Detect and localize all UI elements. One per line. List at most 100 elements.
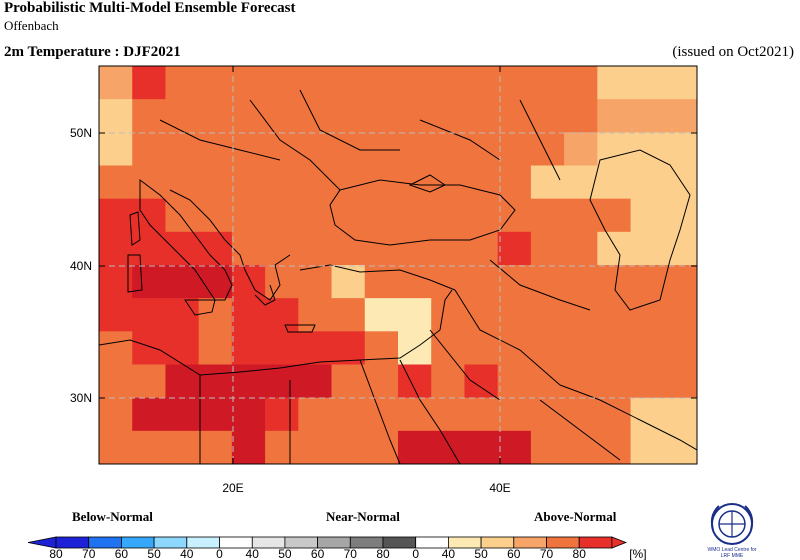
probability-cell [564,99,598,133]
legend-tick-near: 80 [376,547,390,560]
lat-label-30n: 30N [70,391,92,405]
probability-cell [530,265,565,299]
probability-cell [364,132,399,166]
probability-cell [99,132,133,166]
probability-cell [663,331,697,365]
probability-cell [331,66,366,100]
probability-cell [530,198,565,233]
probability-cell [364,397,399,432]
probability-cell [198,99,233,133]
probability-cell [298,132,333,166]
probability-cell [231,331,266,365]
probability-cell [298,298,333,332]
probability-cell [464,231,499,266]
axis-ticks [99,66,697,464]
probability-cell [663,298,697,332]
probability-cell [265,331,299,365]
probability-cell [398,397,432,432]
probability-cells [99,66,697,464]
probability-cell [398,364,432,399]
probability-cell [198,165,233,200]
probability-cell [231,66,266,100]
probability-cell [198,331,233,365]
probability-cell [431,331,465,365]
probability-cell [99,430,133,464]
probability-cell [630,298,665,332]
lon-label-20e: 20E [222,481,243,495]
probability-cell [132,99,166,133]
probability-cell [99,265,133,299]
probability-cell [364,66,399,100]
probability-cell [298,99,333,133]
probability-cell [398,231,432,266]
probability-cell [364,364,399,399]
probability-cell [497,397,532,432]
lat-label-50n: 50N [70,126,92,140]
probability-cell [431,364,465,399]
probability-cell [431,132,465,166]
probability-cell [497,198,532,233]
probability-cell [497,165,532,200]
probability-cell [564,231,598,266]
probability-cell [597,198,632,233]
probability-cell [663,231,697,266]
probability-cell [597,265,632,299]
legend-above-normal: Above-Normal [534,509,617,524]
probability-cell [398,198,432,233]
probability-cell [99,331,133,365]
legend-below-normal: Below-Normal [72,509,153,524]
probability-cell [331,132,366,166]
probability-cell [165,132,200,166]
probability-cell [630,198,665,233]
probability-cell [564,265,598,299]
legend-tick-above: 80 [573,547,587,560]
probability-cell [398,99,432,133]
probability-cell [530,99,565,133]
probability-cell [99,198,133,233]
probability-cell [99,66,133,100]
probability-cell [630,99,665,133]
probability-cell [132,298,166,332]
map-frame [98,65,698,465]
legend-tick-below: 60 [115,547,129,560]
probability-cell [231,397,266,432]
probability-cell [630,430,665,464]
probability-cell [530,298,565,332]
probability-cell [331,397,366,432]
probability-cell [198,397,233,432]
probability-cell [597,99,632,133]
probability-cell [597,132,632,166]
probability-cell [597,430,632,464]
probability-cell [132,231,166,266]
forecast-title: Probabilistic Multi-Model Ensemble Forec… [4,0,296,16]
probability-cell [198,132,233,166]
probability-cell [530,331,565,365]
probability-cell [530,132,565,166]
probability-cell [431,298,465,332]
probability-cell [398,66,432,100]
probability-cell [331,99,366,133]
probability-cell [530,430,565,464]
probability-cell [99,298,133,332]
probability-cell [564,132,598,166]
probability-cell [464,198,499,233]
probability-cell [231,298,266,332]
probability-cell [464,298,499,332]
probability-cell [265,364,299,399]
legend-near-normal: Near-Normal [326,509,400,524]
probability-cell [165,231,200,266]
probability-cell [364,231,399,266]
probability-cell [165,430,200,464]
probability-cell [364,298,399,332]
probability-cell [265,265,299,299]
lat-label-40n: 40N [70,259,92,273]
probability-cell [231,430,266,464]
probability-cell [663,364,697,399]
probability-cell [564,331,598,365]
probability-cell [497,66,532,100]
probability-cell [231,99,266,133]
probability-cell [298,231,333,266]
probability-cell [132,331,166,365]
probability-cell [597,165,632,200]
probability-cell [298,265,333,299]
